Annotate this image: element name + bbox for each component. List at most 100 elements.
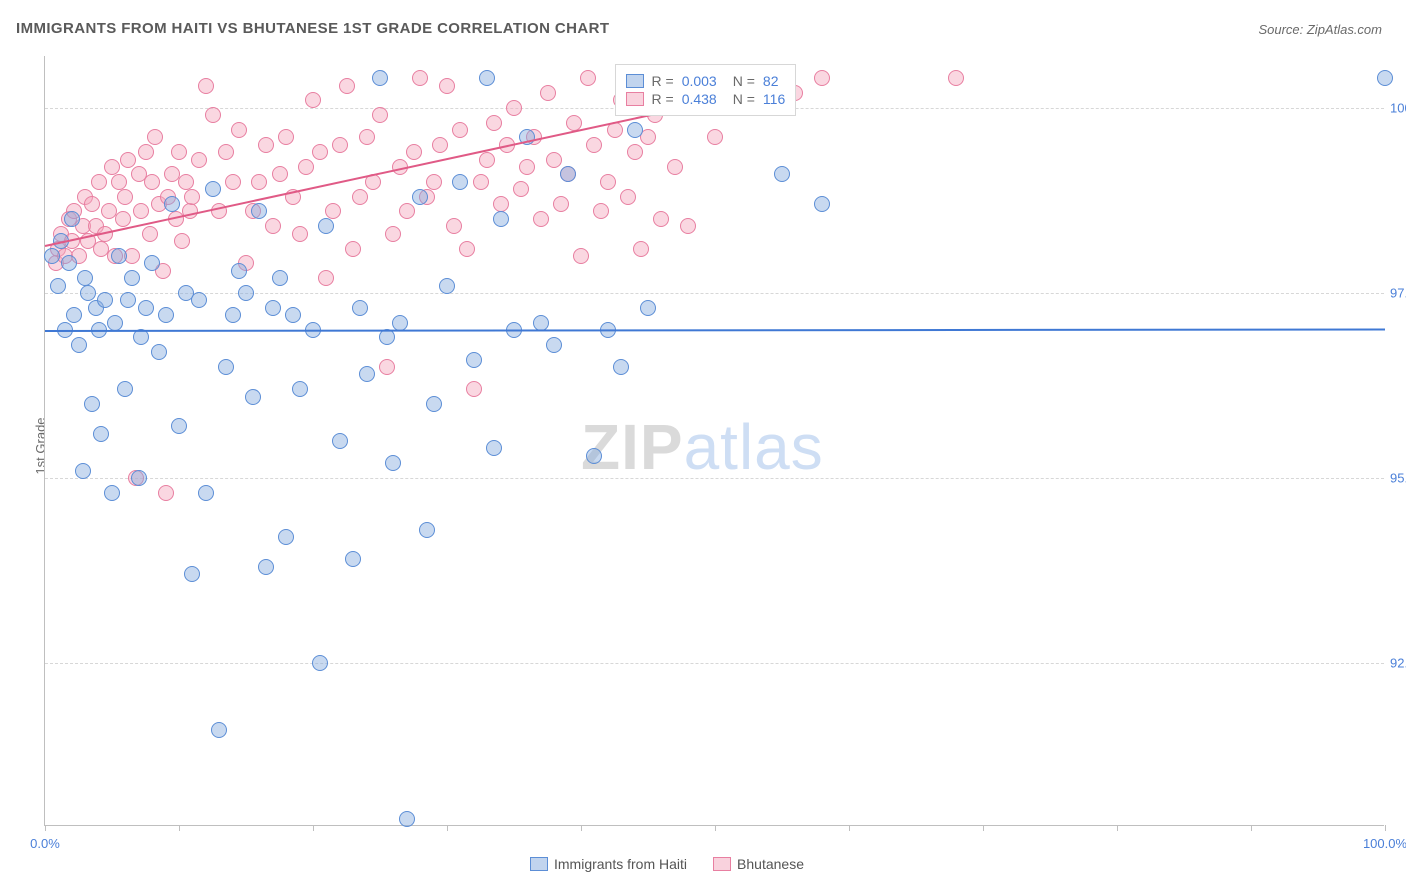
point-series-b <box>191 152 207 168</box>
x-tick-label: 0.0% <box>30 836 60 851</box>
point-series-b <box>312 144 328 160</box>
point-series-a <box>225 307 241 323</box>
point-series-b <box>372 107 388 123</box>
point-series-a <box>111 248 127 264</box>
stats-r-label: R = <box>652 73 674 89</box>
point-series-b <box>593 203 609 219</box>
point-series-a <box>774 166 790 182</box>
point-series-b <box>84 196 100 212</box>
point-series-a <box>245 389 261 405</box>
point-series-b <box>546 152 562 168</box>
point-series-a <box>412 189 428 205</box>
point-series-b <box>345 241 361 257</box>
stats-n-value: 82 <box>763 73 779 89</box>
point-series-b <box>680 218 696 234</box>
point-series-b <box>627 144 643 160</box>
legend-swatch-a <box>530 857 548 871</box>
point-series-a <box>439 278 455 294</box>
point-series-a <box>278 529 294 545</box>
point-series-b <box>533 211 549 227</box>
point-series-a <box>50 278 66 294</box>
point-series-a <box>97 292 113 308</box>
legend-swatch-b <box>713 857 731 871</box>
point-series-b <box>707 129 723 145</box>
stats-swatch <box>626 92 644 106</box>
point-series-a <box>426 396 442 412</box>
stats-row: R =0.438N =116 <box>626 91 786 107</box>
point-series-b <box>115 211 131 227</box>
stats-n-label: N = <box>733 73 755 89</box>
point-series-b <box>814 70 830 86</box>
point-series-b <box>399 203 415 219</box>
point-series-b <box>111 174 127 190</box>
point-series-b <box>332 137 348 153</box>
point-series-a <box>144 255 160 271</box>
point-series-a <box>419 522 435 538</box>
point-series-b <box>147 129 163 145</box>
point-series-b <box>506 100 522 116</box>
x-tick-mark <box>715 825 716 831</box>
watermark-atlas: atlas <box>684 411 824 483</box>
legend-item-a: Immigrants from Haiti <box>530 856 687 872</box>
point-series-b <box>452 122 468 138</box>
point-series-b <box>385 226 401 242</box>
point-series-b <box>225 174 241 190</box>
point-series-a <box>392 315 408 331</box>
x-tick-mark <box>179 825 180 831</box>
point-series-b <box>178 174 194 190</box>
point-series-a <box>75 463 91 479</box>
point-series-b <box>493 196 509 212</box>
source-prefix: Source: <box>1258 22 1306 37</box>
chart-title: IMMIGRANTS FROM HAITI VS BHUTANESE 1ST G… <box>16 20 609 37</box>
point-series-b <box>218 144 234 160</box>
point-series-a <box>117 381 133 397</box>
legend-label-b: Bhutanese <box>737 856 804 872</box>
stats-legend: R =0.003N =82R =0.438N =116 <box>615 64 797 116</box>
point-series-a <box>258 559 274 575</box>
point-series-b <box>298 159 314 175</box>
point-series-b <box>466 381 482 397</box>
gridline-h <box>45 478 1384 479</box>
x-tick-mark <box>447 825 448 831</box>
point-series-b <box>278 129 294 145</box>
point-series-b <box>573 248 589 264</box>
point-series-b <box>184 189 200 205</box>
stats-n-label: N = <box>733 91 755 107</box>
point-series-b <box>117 189 133 205</box>
legend-label-a: Immigrants from Haiti <box>554 856 687 872</box>
point-series-b <box>486 115 502 131</box>
x-tick-mark <box>313 825 314 831</box>
x-tick-mark <box>45 825 46 831</box>
point-series-b <box>412 70 428 86</box>
y-tick-label: 92.5% <box>1390 656 1406 671</box>
point-series-a <box>332 433 348 449</box>
stats-r-label: R = <box>652 91 674 107</box>
point-series-a <box>104 485 120 501</box>
point-series-a <box>272 270 288 286</box>
point-series-a <box>486 440 502 456</box>
point-series-b <box>305 92 321 108</box>
point-series-b <box>144 174 160 190</box>
point-series-a <box>184 566 200 582</box>
y-tick-label: 97.5% <box>1390 285 1406 300</box>
point-series-a <box>560 166 576 182</box>
point-series-b <box>446 218 462 234</box>
point-series-a <box>265 300 281 316</box>
point-series-a <box>171 418 187 434</box>
point-series-a <box>493 211 509 227</box>
point-series-b <box>633 241 649 257</box>
point-series-a <box>124 270 140 286</box>
point-series-b <box>142 226 158 242</box>
point-series-a <box>345 551 361 567</box>
point-series-a <box>613 359 629 375</box>
point-series-b <box>251 174 267 190</box>
point-series-b <box>479 152 495 168</box>
gridline-h <box>45 663 1384 664</box>
point-series-a <box>211 722 227 738</box>
point-series-a <box>131 470 147 486</box>
point-series-a <box>466 352 482 368</box>
point-series-b <box>406 144 422 160</box>
x-tick-mark <box>1251 825 1252 831</box>
point-series-b <box>133 203 149 219</box>
point-series-b <box>519 159 535 175</box>
